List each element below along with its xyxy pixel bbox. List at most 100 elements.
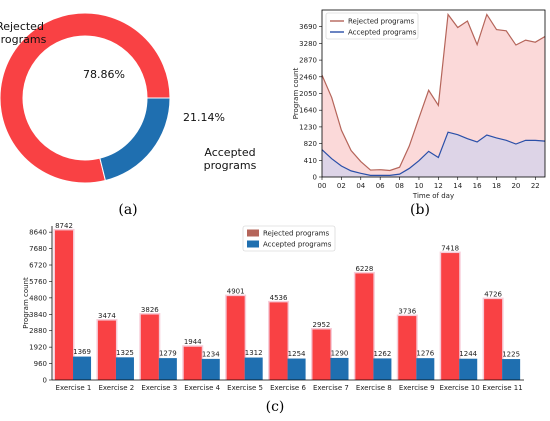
bar: [97, 320, 116, 380]
x-tick-label: Exercise 11: [482, 384, 522, 392]
x-tick-label: Exercise 1: [56, 384, 92, 392]
x-tick-label: 12: [434, 182, 443, 190]
bar-value-label: 1244: [459, 350, 477, 358]
y-tick-label: 3280: [299, 40, 317, 48]
bar: [115, 357, 134, 380]
bar-value-label: 1262: [373, 350, 391, 358]
bar: [502, 359, 521, 380]
panel-label-b: (b): [410, 202, 430, 218]
x-tick-label: Exercise 6: [270, 384, 306, 392]
y-axis-label: Program count: [292, 67, 300, 119]
legend-box: [242, 225, 336, 252]
panel-label-a: (a): [118, 202, 137, 218]
bar-value-label: 7418: [441, 245, 459, 253]
legend-box: [325, 12, 419, 40]
bar-value-label: 1944: [184, 338, 202, 346]
legend-swatch: [247, 229, 259, 237]
legend-label: Accepted programs: [263, 241, 332, 249]
bar-value-label: 4536: [270, 294, 288, 302]
x-tick-label: 16: [473, 182, 482, 190]
x-tick-label: 20: [511, 182, 520, 190]
bar-value-label: 4726: [484, 291, 502, 299]
bar-value-label: 4901: [227, 288, 245, 296]
bar-value-label: 3474: [98, 312, 116, 320]
x-tick-label: Exercise 2: [98, 384, 134, 392]
bar: [73, 356, 92, 380]
series-line-2: [321, 131, 546, 176]
bar-value-label: 2952: [313, 321, 331, 329]
x-axis-label: Time of day: [412, 192, 454, 200]
y-tick-label: 820: [304, 140, 317, 148]
pie-value-label-2: 21.14%: [183, 111, 225, 124]
legend-b: Rejected programs Accepted programs: [325, 12, 419, 40]
y-axis-label: Program count: [22, 277, 30, 329]
bar: [244, 357, 263, 380]
x-tick-label: 04: [356, 182, 365, 190]
legend-c: Rejected programs Accepted programs: [242, 225, 336, 252]
y-tick-label: 1230: [299, 123, 317, 131]
x-tick-label: 06: [376, 182, 385, 190]
x-tick-label: 22: [531, 182, 540, 190]
y-tick-label: 7680: [29, 245, 47, 253]
x-tick-label: Exercise 8: [356, 384, 392, 392]
x-tick-label: 10: [414, 182, 423, 190]
y-tick-label: 6720: [29, 262, 47, 270]
bar: [140, 314, 159, 380]
x-tick-label: Exercise 3: [141, 384, 177, 392]
bar-value-label: 1325: [116, 349, 134, 357]
bar: [312, 329, 331, 380]
bar-value-label: 6228: [355, 265, 373, 273]
legend-label: Accepted programs: [348, 29, 417, 37]
x-tick-label: 02: [337, 182, 346, 190]
bar: [55, 230, 74, 380]
bar-value-label: 1369: [73, 348, 91, 356]
bar: [226, 296, 245, 380]
y-tick-label: 1920: [29, 344, 47, 352]
x-tick-label: 00: [318, 182, 327, 190]
bar: [330, 357, 349, 380]
x-tick-label: 08: [395, 182, 404, 190]
pie-slice-label-2: Accepted programs: [204, 146, 257, 172]
bar: [459, 358, 478, 380]
x-tick-label: Exercise 9: [399, 384, 435, 392]
y-tick-label: 1640: [299, 107, 317, 115]
y-tick-label: 0: [43, 377, 47, 385]
x-tick-label: 14: [453, 182, 462, 190]
y-tick-label: 410: [304, 157, 317, 165]
pie-slice-1: [0, 12, 171, 184]
y-tick-label: 0: [313, 174, 317, 182]
legend-swatch: [247, 240, 259, 248]
x-tick-label: 18: [492, 182, 501, 190]
bar: [484, 299, 503, 380]
y-tick-label: 2870: [299, 57, 317, 65]
x-tick-label: Exercise 10: [440, 384, 480, 392]
y-tick-label: 2050: [299, 90, 317, 98]
bar-value-label: 1290: [331, 349, 349, 357]
bar-value-label: 1312: [245, 349, 263, 357]
bar: [398, 316, 417, 380]
bar: [183, 346, 202, 380]
series-line-1: [321, 12, 546, 172]
bar: [355, 273, 374, 380]
bar-value-label: 1225: [502, 351, 520, 359]
bar-value-label: 1276: [416, 350, 434, 358]
bar-value-label: 3826: [141, 306, 159, 314]
y-tick-label: 960: [34, 360, 47, 368]
bar: [287, 358, 306, 380]
bar-value-label: 1279: [159, 350, 177, 358]
y-tick-label: 2880: [29, 327, 47, 335]
x-tick-label: Exercise 7: [313, 384, 349, 392]
y-tick-label: 4800: [29, 294, 47, 302]
x-tick-label: Exercise 5: [227, 384, 263, 392]
y-tick-label: 3840: [29, 311, 47, 319]
bar: [441, 253, 460, 380]
bar-value-label: 1254: [288, 350, 306, 358]
pie-value-label-1: 78.86%: [83, 68, 125, 81]
bar: [158, 358, 177, 380]
y-tick-label: 3690: [299, 23, 317, 31]
bar: [416, 358, 435, 380]
bar-value-label: 3736: [398, 308, 416, 316]
